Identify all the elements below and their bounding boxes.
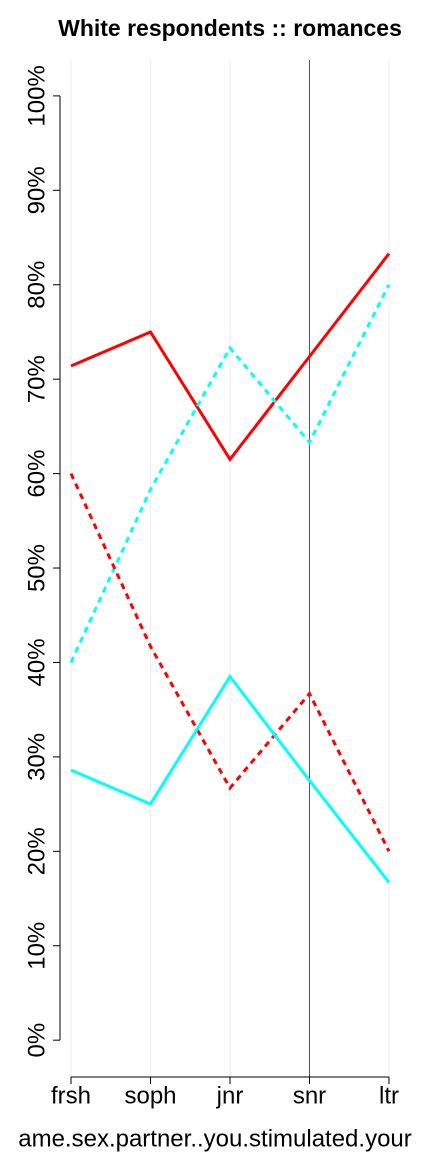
y-tick-label: 30% xyxy=(23,733,50,781)
x-tick-label: jnr xyxy=(216,1082,244,1109)
x-tick-label: ltr xyxy=(379,1082,399,1109)
chart-title: White respondents :: romances xyxy=(58,15,402,41)
x-tick-label: soph xyxy=(124,1082,176,1109)
series-line xyxy=(69,472,391,852)
y-tick-label: 90% xyxy=(23,166,50,214)
y-tick-label: 20% xyxy=(23,827,50,875)
y-tick-label: 0% xyxy=(23,1023,50,1058)
y-tick-label: 60% xyxy=(23,450,50,498)
y-tick-label: 10% xyxy=(23,922,50,970)
y-tick-label: 50% xyxy=(23,544,50,592)
x-tick-label: snr xyxy=(293,1082,326,1109)
y-tick-label: 40% xyxy=(23,638,50,686)
series-line xyxy=(69,284,391,664)
y-tick-label: 70% xyxy=(23,355,50,403)
x-tick-label: frsh xyxy=(51,1082,91,1109)
series-line xyxy=(70,673,391,884)
series-line xyxy=(70,252,391,463)
y-tick-label: 80% xyxy=(23,261,50,309)
y-tick-label: 100% xyxy=(23,65,50,126)
x-axis-label: ame.sex.partner..you.stimulated.your xyxy=(18,1125,412,1152)
